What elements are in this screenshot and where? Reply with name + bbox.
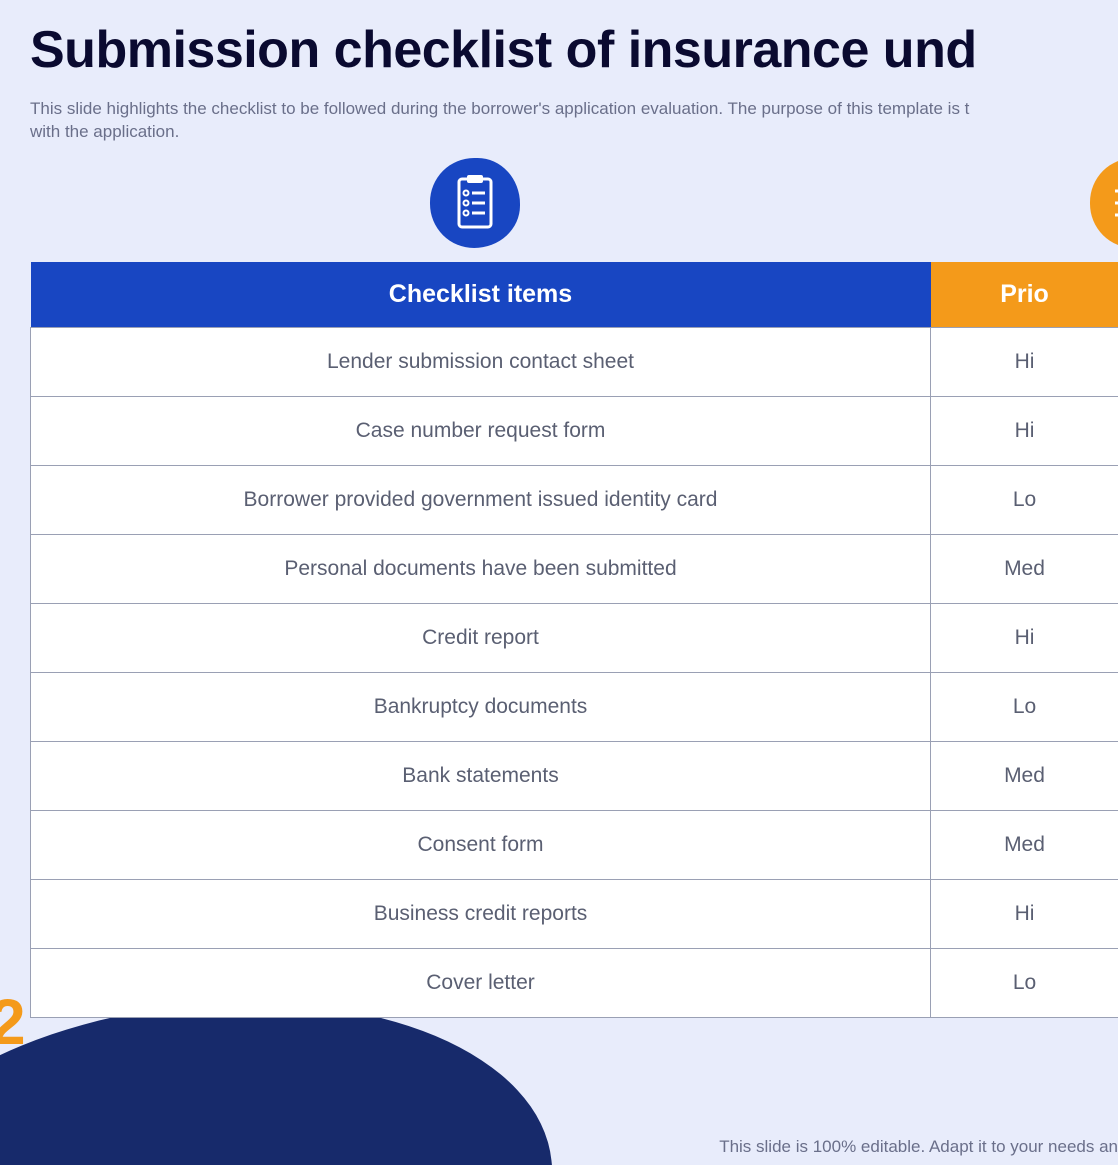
cell-priority: Lo	[931, 465, 1118, 534]
priority-icon-circle	[1090, 158, 1118, 248]
page-title: Submission checklist of insurance und	[30, 20, 1118, 80]
checklist-table-wrap: Checklist items Prio Lender submission c…	[30, 262, 1118, 1018]
checklist-table: Checklist items Prio Lender submission c…	[30, 262, 1118, 1018]
cell-priority: Hi	[931, 879, 1118, 948]
cell-item: Bankruptcy documents	[31, 672, 931, 741]
table-row: Lender submission contact sheet Hi	[31, 327, 1118, 396]
cell-item: Credit report	[31, 603, 931, 672]
cell-item: Case number request form	[31, 396, 931, 465]
slide-page: Submission checklist of insurance und Th…	[0, 0, 1118, 1165]
cell-item: Borrower provided government issued iden…	[31, 465, 931, 534]
cell-priority: Hi	[931, 327, 1118, 396]
clipboard-check-icon	[451, 175, 499, 231]
cell-item: Consent form	[31, 810, 931, 879]
cell-item: Business credit reports	[31, 879, 931, 948]
subtitle-line-2: with the application.	[30, 122, 179, 141]
cell-priority: Hi	[931, 603, 1118, 672]
table-row: Borrower provided government issued iden…	[31, 465, 1118, 534]
table-row: Business credit reports Hi	[31, 879, 1118, 948]
table-row: Credit report Hi	[31, 603, 1118, 672]
cell-priority: Med	[931, 741, 1118, 810]
table-body: Lender submission contact sheet Hi Case …	[31, 327, 1118, 1017]
subtitle-line-1: This slide highlights the checklist to b…	[30, 99, 969, 118]
checklist-icon-circle	[430, 158, 520, 248]
footer-note: This slide is 100% editable. Adapt it to…	[719, 1137, 1118, 1157]
page-subtitle: This slide highlights the checklist to b…	[30, 98, 1118, 144]
cell-priority: Med	[931, 534, 1118, 603]
cell-priority: Hi	[931, 396, 1118, 465]
table-header-row: Checklist items Prio	[31, 262, 1118, 328]
cell-priority: Lo	[931, 672, 1118, 741]
col-header-items: Checklist items	[31, 262, 931, 328]
cell-item: Lender submission contact sheet	[31, 327, 931, 396]
cell-priority: Med	[931, 810, 1118, 879]
table-row: Bank statements Med	[31, 741, 1118, 810]
col-header-priority: Prio	[931, 262, 1118, 328]
cell-item: Personal documents have been submitted	[31, 534, 931, 603]
cell-item: Cover letter	[31, 948, 931, 1017]
sliders-icon	[1111, 179, 1118, 227]
icons-row	[30, 152, 1118, 262]
table-row: Consent form Med	[31, 810, 1118, 879]
table-row: Bankruptcy documents Lo	[31, 672, 1118, 741]
cell-priority: Lo	[931, 948, 1118, 1017]
table-row: Cover letter Lo	[31, 948, 1118, 1017]
table-row: Personal documents have been submitted M…	[31, 534, 1118, 603]
table-row: Case number request form Hi	[31, 396, 1118, 465]
cell-item: Bank statements	[31, 741, 931, 810]
